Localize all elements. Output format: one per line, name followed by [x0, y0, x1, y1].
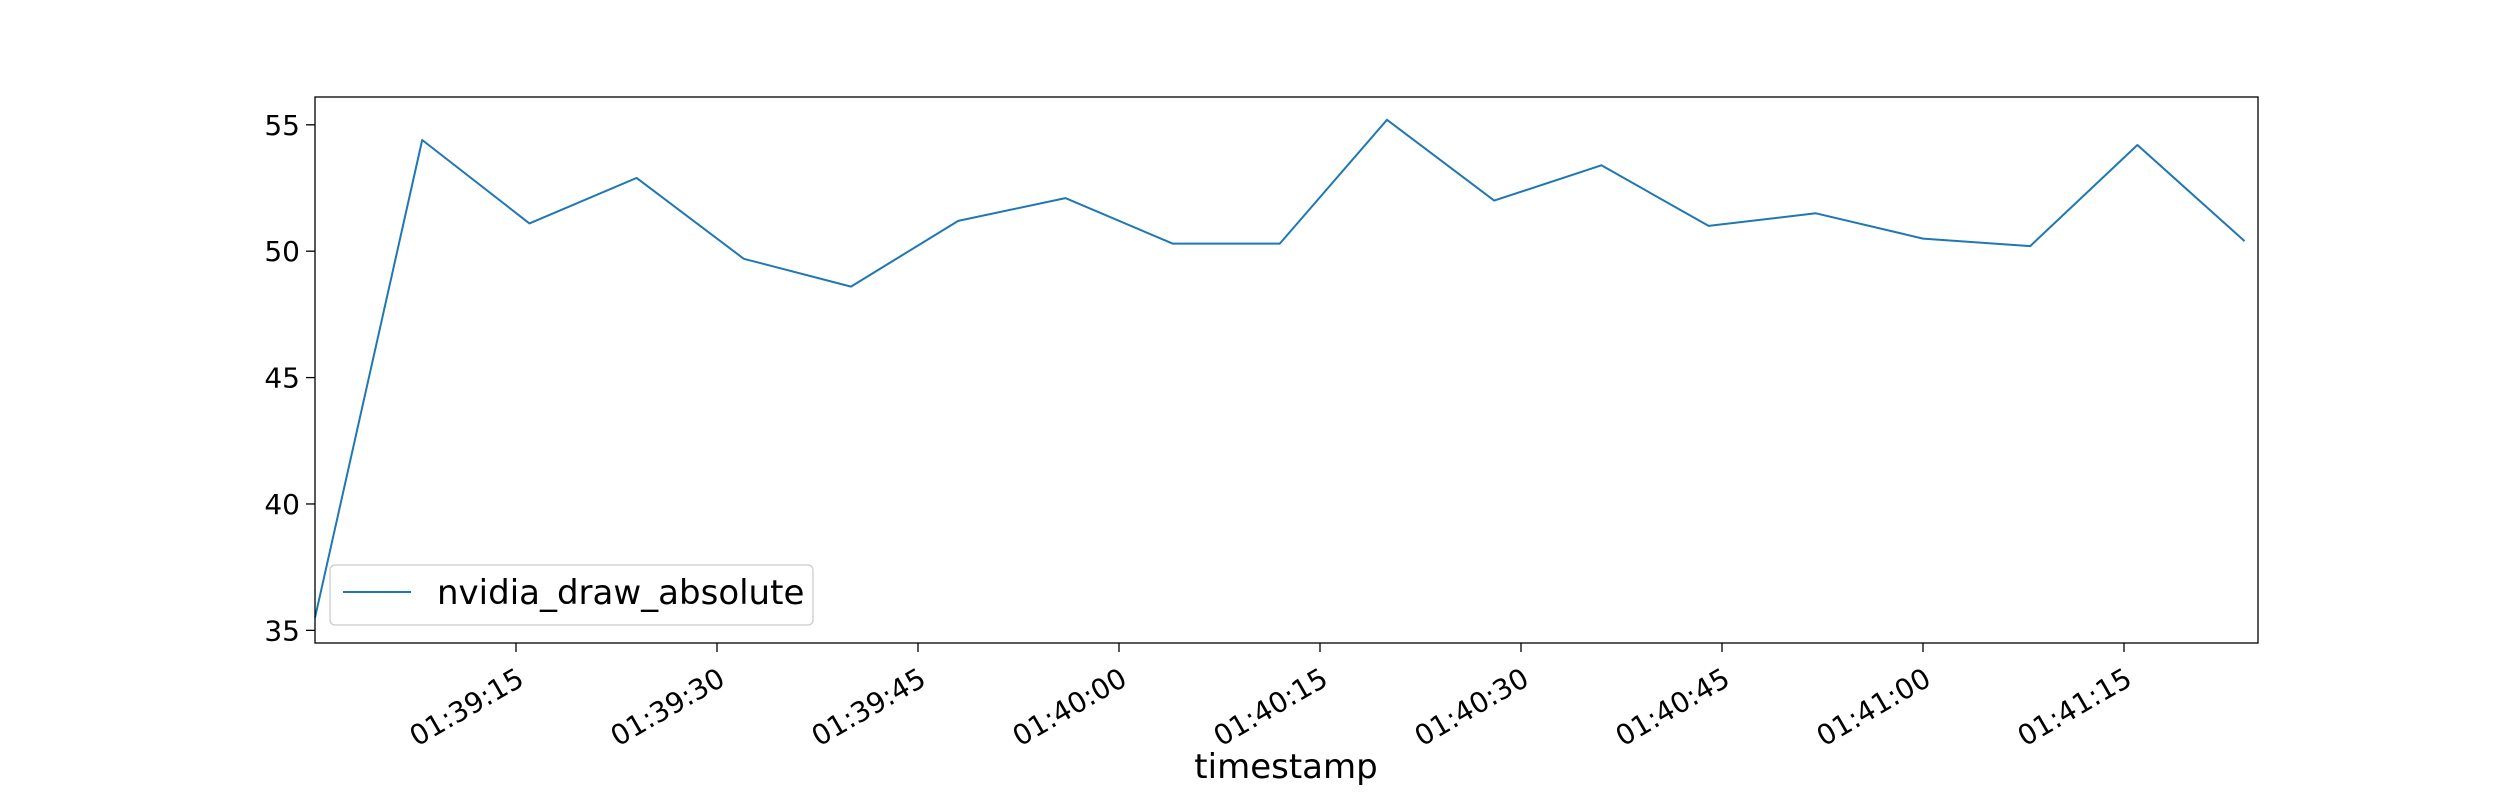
- plot-frame: [314, 96, 2259, 644]
- y-tick-label: 45: [264, 362, 300, 395]
- x-tick-label: 01:40:30: [1409, 661, 1534, 752]
- x-tick-label: 01:39:45: [806, 661, 931, 752]
- x-tick-label: 01:40:15: [1208, 661, 1333, 752]
- x-tick-label: 01:41:15: [2012, 661, 2137, 752]
- y-tick-label: 40: [264, 488, 300, 521]
- plot-lines: [314, 118, 2246, 618]
- x-tick-label: 01:41:00: [1811, 661, 1936, 752]
- y-tick-label: 55: [264, 109, 300, 142]
- series-line-0: [314, 118, 2246, 618]
- x-tick-label: 01:39:30: [605, 661, 730, 752]
- x-axis-title: timestamp: [1194, 747, 1377, 787]
- legend: nvidia_draw_absolute: [329, 564, 814, 626]
- y-tick-label: 50: [264, 235, 300, 268]
- x-tick-label: 01:40:45: [1610, 661, 1735, 752]
- x-tick-label: 01:40:00: [1007, 661, 1132, 752]
- legend-label: nvidia_draw_absolute: [437, 573, 804, 613]
- x-axis-ticks: 01:39:15 01:39:30 01:39:45 01:40:00 01:40:15…: [404, 643, 2137, 753]
- x-tick-label: 01:39:15: [404, 661, 529, 752]
- y-axis-ticks: 35 40 45 50 55: [264, 109, 315, 647]
- legend-box: [329, 564, 814, 626]
- y-tick-label: 35: [264, 614, 300, 647]
